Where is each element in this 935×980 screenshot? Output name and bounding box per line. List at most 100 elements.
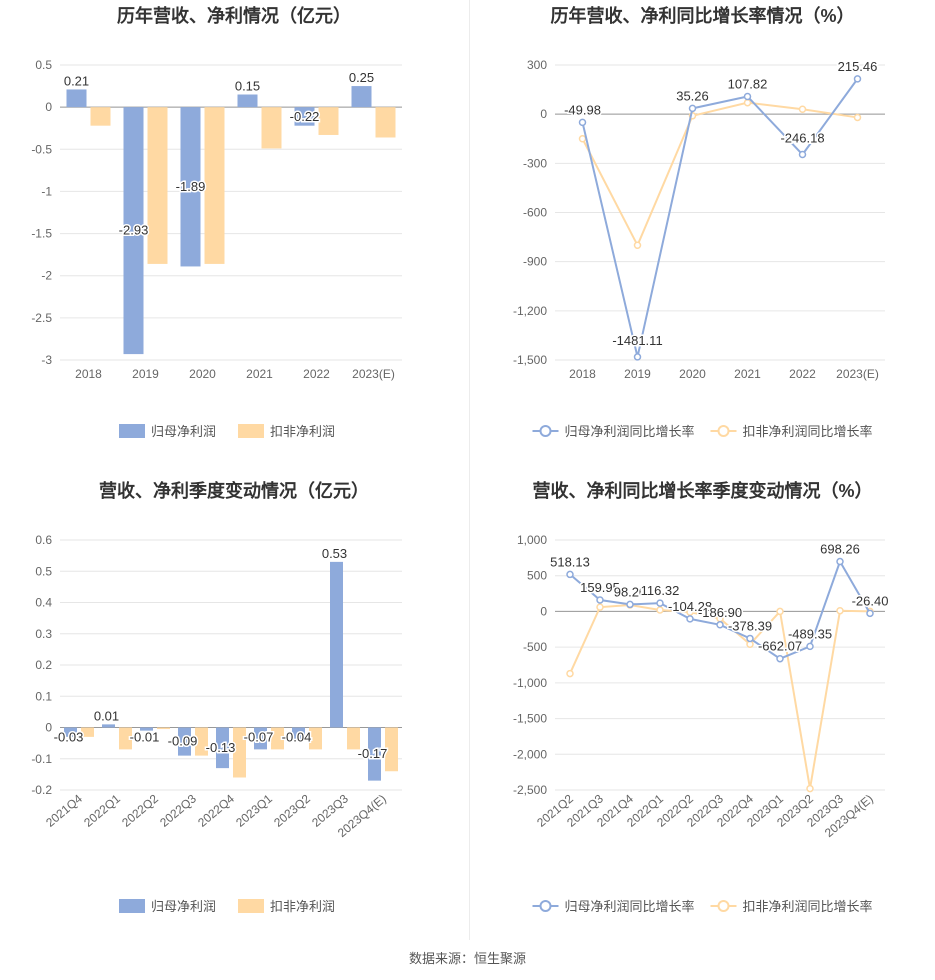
bar-deducted-profit — [309, 727, 322, 750]
y-tick-label: 0.2 — [35, 658, 52, 672]
line-data-label: -49.98 — [564, 102, 601, 117]
bar-net-profit — [351, 86, 372, 108]
line-data-label: 518.13 — [550, 554, 590, 569]
data-source-footer: 数据来源：恒生聚源 — [408, 951, 526, 966]
bar-net-profit — [64, 727, 77, 737]
chart-annual-profit: 历年营收、净利情况（亿元） 0.5 0 -0.5 -1 -1.5 -2 -2.5 -3 2018 2… — [31, 5, 402, 439]
point-deducted-profit-growth — [656, 606, 664, 614]
y-tick-label: -1.5 — [31, 227, 52, 241]
y-tick-label: -0.5 — [31, 142, 52, 156]
y-tick-label: 0.5 — [35, 564, 52, 578]
chart-title: 历年营收、净利同比增长率情况（%） — [550, 5, 854, 26]
x-tick-label: 2022Q2 — [119, 791, 161, 829]
bar-data-label: -0.17 — [358, 746, 388, 761]
y-tick-label: 500 — [527, 569, 547, 583]
line-data-label: -662.07 — [758, 639, 802, 654]
x-tick-label: 2018 — [75, 367, 102, 381]
y-tick-label: 0.3 — [35, 627, 52, 641]
bar-data-label: 0.01 — [94, 708, 119, 723]
point-net-profit-growth — [686, 615, 694, 623]
bar-data-label: -0.07 — [244, 730, 274, 745]
line-data-label: 698.26 — [820, 542, 860, 557]
legend-marker — [717, 425, 730, 437]
legend-label: 归母净利润 — [151, 899, 216, 914]
point-deducted-profit-growth — [566, 669, 574, 678]
y-tick-label: -3 — [41, 353, 52, 367]
point-deducted-profit-growth — [806, 784, 814, 793]
bar-deducted-profit — [385, 727, 398, 772]
x-tick-label: 2022 — [789, 367, 816, 381]
y-tick-label: 0.4 — [35, 596, 52, 610]
bar-net-profit — [178, 727, 191, 756]
point-deducted-profit-growth — [776, 607, 784, 616]
bar-net-profit — [140, 727, 153, 731]
x-tick-label: 2022Q4 — [195, 791, 237, 829]
point-deducted-profit-growth — [633, 241, 642, 250]
x-tick-label: 2019 — [624, 367, 651, 381]
bar-deducted-profit — [318, 107, 339, 135]
bar-deducted-profit — [147, 107, 168, 264]
y-tick-label: 0.1 — [35, 689, 52, 703]
point-net-profit-growth — [578, 118, 587, 127]
y-tick-label: -2,000 — [513, 747, 547, 761]
y-tick-label: -1,200 — [513, 304, 547, 318]
bar-data-label: 0.25 — [349, 70, 374, 85]
legend-swatch-net-profit — [119, 424, 145, 438]
legend-marker — [539, 900, 552, 912]
bar-net-profit — [123, 107, 144, 355]
point-net-profit-growth — [853, 75, 862, 83]
legend-marker — [539, 425, 552, 437]
bar-data-label: -1.89 — [176, 179, 206, 194]
legend-marker — [717, 900, 730, 912]
bar-deducted-profit — [375, 107, 396, 138]
y-tick-label: 0 — [540, 107, 547, 121]
line-data-label: -186.90 — [698, 605, 742, 620]
legend-label: 扣非净利润同比增长率 — [743, 424, 873, 439]
chart-annual-growth: 历年营收、净利同比增长率情况（%） 300 0 -300 -600 -900 -1,200 -… — [513, 5, 885, 439]
bar-deducted-profit — [204, 107, 225, 264]
x-tick-label: 2022Q1 — [81, 791, 123, 829]
y-tick-label: -2,500 — [513, 783, 547, 797]
x-tick-label: 2019 — [132, 367, 159, 381]
bar-data-label: -2.93 — [119, 223, 149, 238]
legend-label: 归母净利润同比增长率 — [565, 899, 695, 914]
bar-deducted-profit — [90, 107, 111, 126]
bar-data-label: -0.09 — [168, 734, 198, 749]
line-data-label: -104.28 — [668, 599, 712, 614]
bar-data-label: -0.01 — [130, 730, 160, 745]
bar-data-label: -0.22 — [290, 109, 320, 124]
point-net-profit-growth — [716, 621, 724, 629]
bar-net-profit — [368, 727, 381, 781]
bar-deducted-profit — [157, 727, 170, 730]
point-deducted-profit-growth — [798, 105, 807, 113]
bar-deducted-profit — [261, 107, 282, 149]
line-data-label: -1481.11 — [612, 333, 662, 348]
point-net-profit-growth — [626, 600, 634, 609]
x-tick-label: 2020 — [189, 367, 216, 381]
point-net-profit-growth — [806, 642, 814, 651]
bar-deducted-profit — [233, 727, 246, 778]
y-tick-label: -1,500 — [513, 353, 547, 367]
y-tick-label: -1,000 — [513, 676, 547, 690]
x-tick-label: 2018 — [569, 367, 596, 381]
y-tick-label: -2 — [41, 269, 52, 283]
y-tick-label: 0.5 — [35, 58, 52, 72]
x-tick-label: 2023(E) — [352, 367, 395, 381]
line-data-label: 159.95 — [580, 580, 620, 595]
y-tick-label: 0.6 — [35, 533, 52, 547]
point-deducted-profit-growth — [743, 98, 752, 107]
point-net-profit-growth — [866, 609, 874, 618]
y-tick-label: -1 — [41, 184, 52, 198]
point-net-profit-growth — [633, 353, 642, 361]
bar-data-label: 0.21 — [64, 73, 89, 88]
y-tick-label: 1,000 — [517, 533, 547, 547]
bar-net-profit — [66, 89, 87, 108]
panel-divider — [469, 0, 470, 940]
bar-data-label: 0.53 — [322, 546, 347, 561]
bar-deducted-profit — [81, 727, 94, 737]
bar-data-label: -0.03 — [54, 730, 84, 745]
x-tick-label: 2023Q2 — [271, 791, 313, 829]
bar-net-profit — [292, 727, 305, 740]
point-deducted-profit-growth — [836, 606, 844, 615]
line-net-profit-growth — [581, 78, 859, 358]
